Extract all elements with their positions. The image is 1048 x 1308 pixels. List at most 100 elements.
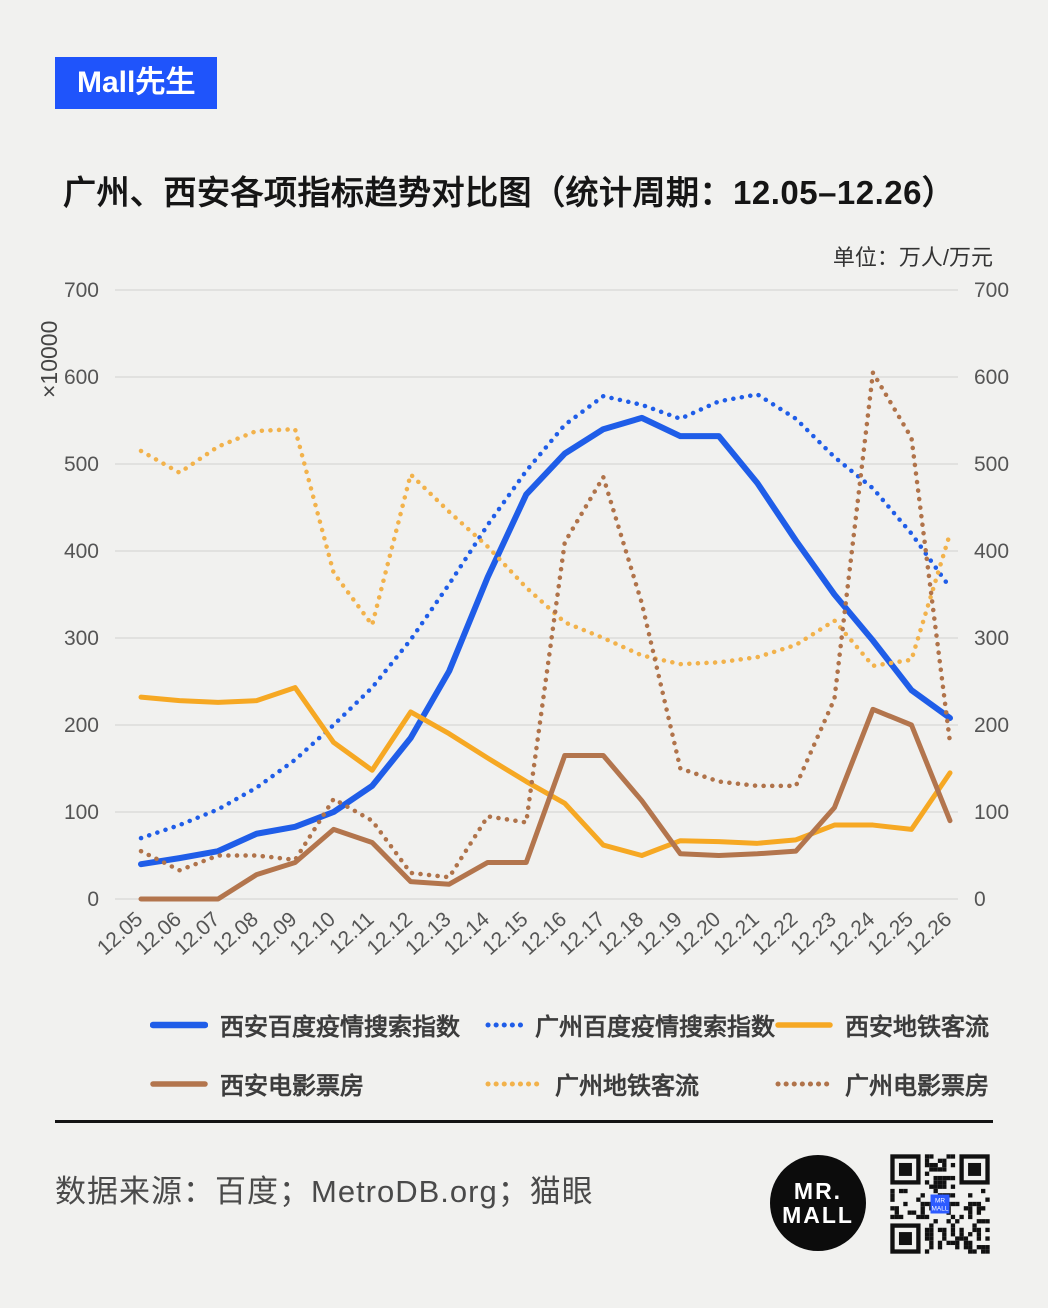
- qr-module: [942, 1180, 947, 1185]
- qr-module: [985, 1245, 990, 1250]
- qr-module: [898, 1188, 904, 1194]
- qr-module: [933, 1167, 938, 1172]
- qr-finder-core: [968, 1162, 982, 1176]
- qr-module: [976, 1210, 982, 1215]
- qr-module: [937, 1240, 943, 1246]
- qr-finder-core: [898, 1162, 912, 1176]
- legend-label: 西安百度疫情搜索指数: [220, 1014, 460, 1041]
- qr-module: [963, 1240, 969, 1246]
- x-axis-tick: 12.26: [902, 908, 956, 960]
- qr-module: [981, 1188, 986, 1194]
- qr-module: [924, 1158, 930, 1163]
- qr-module: [955, 1236, 960, 1241]
- qr-module: [920, 1214, 925, 1220]
- legend-line-sample: [150, 1021, 208, 1028]
- qr-module: [976, 1219, 982, 1224]
- legend-label: 广州地铁客流: [555, 1073, 699, 1100]
- y-axis-tick-left: 200: [64, 714, 99, 737]
- legend-line-sample: [150, 1080, 208, 1087]
- qr-module: [894, 1214, 899, 1220]
- qr-module: [924, 1232, 930, 1237]
- series-line-solid: [138, 414, 953, 868]
- qr-module: [911, 1210, 917, 1215]
- qr-module: [937, 1167, 943, 1172]
- qr-module: [937, 1158, 943, 1163]
- qr-module: [950, 1175, 956, 1181]
- legend-label: 广州电影票房: [845, 1073, 989, 1100]
- qr-module: [894, 1210, 899, 1215]
- qr-module: [890, 1206, 895, 1211]
- unit-note: 单位：万人/万元: [832, 245, 993, 270]
- qr-module: [972, 1223, 977, 1228]
- series-line-dotted: [138, 392, 953, 841]
- qr-module: [950, 1154, 956, 1159]
- qr-module: [950, 1240, 956, 1246]
- qr-module: [981, 1219, 986, 1224]
- qr-module: [942, 1232, 947, 1237]
- legend-line-sample: [775, 1081, 833, 1086]
- qr-module: [924, 1180, 930, 1185]
- qr-module: [933, 1219, 938, 1224]
- logo-line1: MR.: [793, 1177, 843, 1204]
- qr-module: [955, 1245, 960, 1250]
- data-source-text: 数据来源：百度；MetroDB.org；猫眼: [55, 1174, 594, 1209]
- y-axis-tick-left: 500: [64, 453, 99, 476]
- qr-module: [942, 1236, 947, 1241]
- y-axis-tick-left: 300: [64, 627, 99, 650]
- chart-legend: 西安百度疫情搜索指数 广州百度疫情搜索指数 西安地铁客流 西安电影票房 广州地铁客流 广州…: [150, 1007, 1030, 1101]
- qr-module: [924, 1227, 930, 1233]
- qr-finder-core: [898, 1232, 912, 1246]
- qr-module: [955, 1201, 960, 1207]
- qr-module: [942, 1227, 947, 1233]
- qr-module: [968, 1193, 973, 1198]
- qr-module: [920, 1193, 925, 1198]
- qr-module: [929, 1232, 934, 1237]
- qr-module: [907, 1210, 912, 1215]
- qr-module: [924, 1236, 930, 1241]
- y-axis-tick-right: 700: [974, 279, 1009, 302]
- legend-item: 西安百度疫情搜索指数: [150, 1007, 485, 1042]
- qr-module: [937, 1184, 943, 1189]
- y-axis-tick-left: 400: [64, 540, 99, 563]
- y-axis-tick-right: 100: [974, 801, 1009, 824]
- y-axis-tick-right: 600: [974, 366, 1009, 389]
- qr-module: [950, 1193, 956, 1198]
- qr-module: [924, 1171, 930, 1176]
- qr-module: [976, 1201, 982, 1207]
- qr-module: [929, 1154, 934, 1159]
- qr-module: [933, 1180, 938, 1185]
- qr-module: [920, 1206, 925, 1211]
- logo-line2: MALL: [782, 1202, 854, 1228]
- y-axis-tick-right: 300: [974, 627, 1009, 650]
- qr-module: [963, 1236, 969, 1241]
- qr-module: [924, 1214, 930, 1220]
- y-axis-tick-left: 600: [64, 366, 99, 389]
- qr-module: [920, 1210, 925, 1215]
- mr-mall-logo: MR. MALL: [770, 1155, 866, 1251]
- qr-module: [976, 1232, 982, 1237]
- qr-module: [890, 1197, 895, 1202]
- qr-module: [985, 1219, 990, 1224]
- qr-module: [933, 1188, 938, 1194]
- qr-module: [950, 1162, 956, 1168]
- y-axis-tick-left: 700: [64, 279, 99, 302]
- qr-module: [916, 1197, 921, 1202]
- legend-line-sample: [775, 1021, 833, 1028]
- qr-module: [890, 1214, 895, 1220]
- qr-module: [976, 1227, 982, 1233]
- y-axis-tick-right: 0: [974, 888, 986, 911]
- y-axis-tick-right: 400: [974, 540, 1009, 563]
- legend-item: 广州电影票房: [775, 1066, 1030, 1101]
- qr-center-text1: MR: [935, 1198, 945, 1205]
- legend-label: 广州百度疫情搜索指数: [535, 1014, 775, 1041]
- y-axis-tick-right: 200: [974, 714, 1009, 737]
- qr-module: [924, 1201, 930, 1207]
- qr-module: [968, 1210, 973, 1215]
- qr-module: [929, 1236, 934, 1241]
- qr-module: [894, 1206, 899, 1211]
- x-axis-tick: 12.10: [286, 908, 340, 960]
- qr-module: [929, 1184, 934, 1189]
- legend-label: 西安地铁客流: [845, 1014, 989, 1041]
